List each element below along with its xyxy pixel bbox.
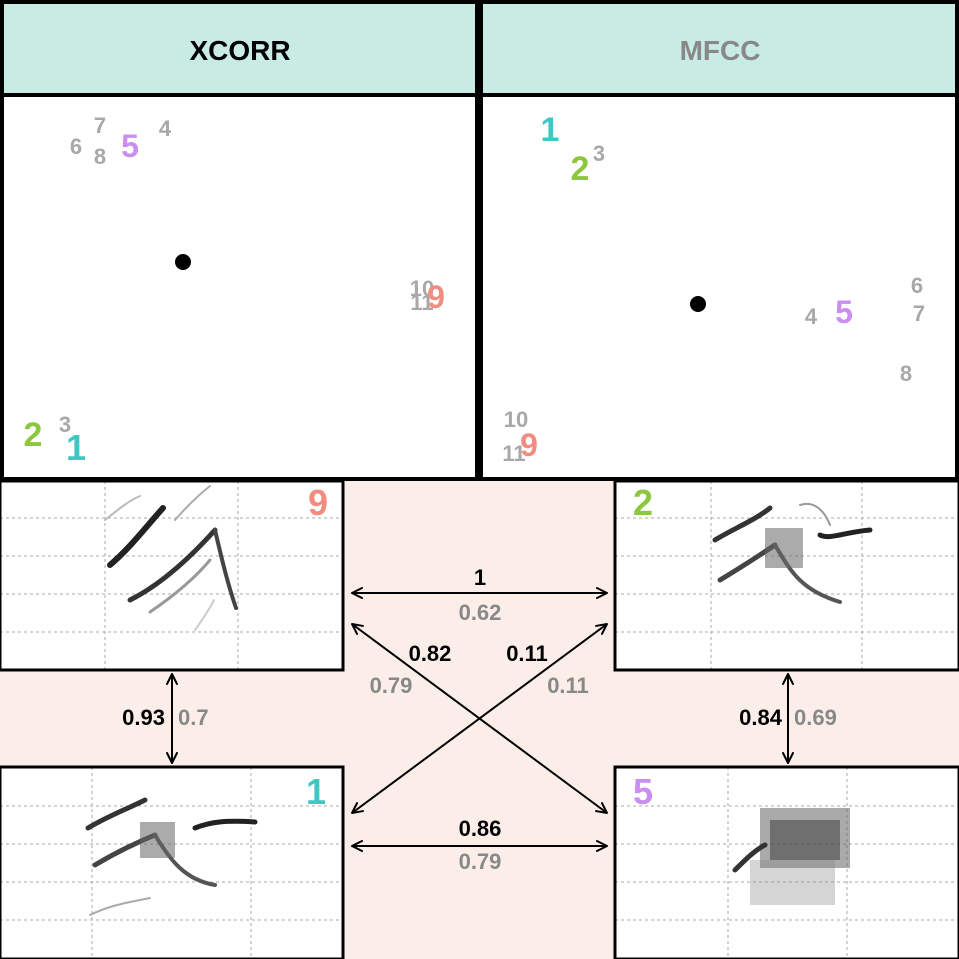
xcorr-point-label-2: 2 xyxy=(24,416,43,454)
spectrogram-label-5: 5 xyxy=(633,771,653,812)
xcorr-point-label-10: 10 xyxy=(410,276,434,301)
similarity-arrows xyxy=(166,587,794,852)
xcorr-value-9-2: 1 xyxy=(474,565,486,590)
spectrogram-trace xyxy=(85,797,258,916)
mfcc-value-9-1: 0.7 xyxy=(178,705,209,730)
xcorr-point-label-3: 3 xyxy=(59,412,71,437)
mfcc-point-label-1: 1 xyxy=(541,111,560,149)
xcorr-point-label-4: 4 xyxy=(159,116,172,141)
xcorr-point-label-5: 5 xyxy=(121,128,139,164)
spectrogram-bottom-left xyxy=(0,765,345,959)
xcorr-point-label-1: 1 xyxy=(66,427,86,468)
mfcc-point-label-11: 11 xyxy=(502,441,525,466)
header-left-bg xyxy=(2,2,477,95)
arrow-1-2 xyxy=(351,623,608,814)
mfcc-point-label-2: 2 xyxy=(571,150,590,188)
mfcc-value-1-5: 0.79 xyxy=(459,849,502,874)
mfcc-point-label-5: 5 xyxy=(835,294,853,330)
mfcc-point-label-10: 10 xyxy=(504,407,528,432)
spectrogram-top-left xyxy=(0,479,345,672)
mfcc-point-label-7: 7 xyxy=(913,301,925,326)
mfcc-point-label-4: 4 xyxy=(805,304,818,329)
xcorr-point-label-6: 6 xyxy=(70,134,82,159)
mfcc-value-1-2: 0.11 xyxy=(547,673,589,698)
spectrogram-grid xyxy=(0,767,343,959)
xcorr-value-2-5: 0.84 xyxy=(739,705,783,730)
mfcc-point-label-6: 6 xyxy=(911,273,923,298)
spectrogram-bottom-right xyxy=(613,765,959,959)
xcorr-point-label-8: 8 xyxy=(94,144,106,169)
xcorr-panel xyxy=(2,95,477,479)
mfcc-panel xyxy=(481,95,957,479)
xcorr-value-1-2: 0.11 xyxy=(506,641,548,666)
spectrogram-label-1: 1 xyxy=(306,771,326,812)
mfcc-value-2-5: 0.69 xyxy=(794,705,837,730)
xcorr-value-9-1: 0.93 xyxy=(122,705,165,730)
mfcc-point-label-8: 8 xyxy=(900,361,912,386)
xcorr-point-label-11: 11 xyxy=(410,290,433,315)
header-xcorr: XCORR xyxy=(189,35,290,66)
spectrogram-trace xyxy=(104,485,238,631)
xcorr-point-label-9: 9 xyxy=(427,279,445,315)
mfcc-centroid-dot xyxy=(690,296,706,312)
xcorr-value-9-5: 0.82 xyxy=(409,641,452,666)
spectrogram-top-right xyxy=(613,479,959,672)
spectrogram-trace xyxy=(732,808,850,905)
spectrogram-grid xyxy=(615,481,959,670)
mfcc-point-label-3: 3 xyxy=(593,141,605,166)
xcorr-value-1-5: 0.86 xyxy=(459,816,502,841)
spectrogram-trace xyxy=(712,502,873,604)
xcorr-centroid-dot xyxy=(175,254,191,270)
mfcc-value-9-2: 0.62 xyxy=(459,600,502,625)
panel-borders xyxy=(0,0,959,481)
spectrogram-grid xyxy=(0,481,343,670)
spectrogram-label-9: 9 xyxy=(308,482,328,523)
mfcc-point-label-9: 9 xyxy=(520,427,538,463)
header-mfcc: MFCC xyxy=(680,35,761,66)
spectrogram-label-2: 2 xyxy=(633,482,653,523)
xcorr-point-label-7: 7 xyxy=(94,113,106,138)
mfcc-value-9-5: 0.79 xyxy=(370,673,413,698)
header-right-bg xyxy=(481,2,957,95)
